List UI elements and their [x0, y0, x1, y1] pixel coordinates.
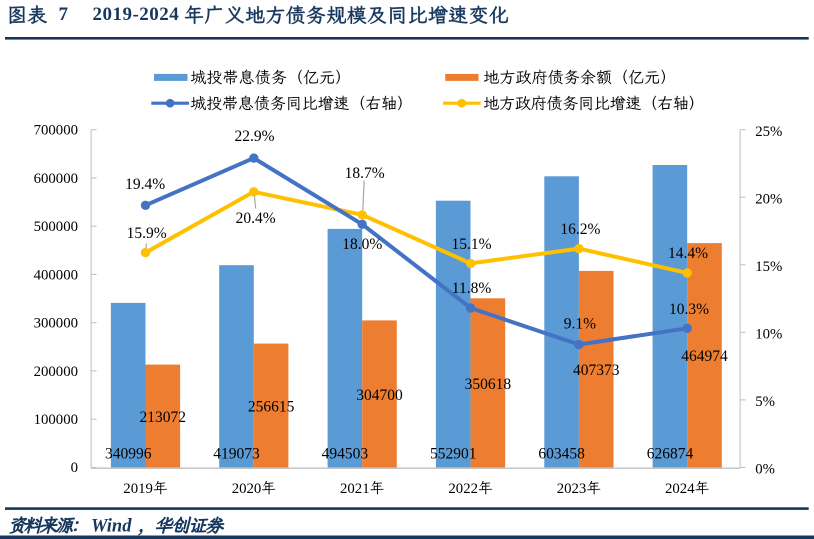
svg-text:22.9%: 22.9%: [234, 128, 274, 145]
svg-text:5%: 5%: [755, 394, 775, 410]
svg-text:10%: 10%: [755, 327, 782, 343]
svg-text:603458: 603458: [538, 446, 585, 463]
svg-text:20%: 20%: [755, 192, 782, 208]
svg-text:213072: 213072: [140, 409, 187, 426]
svg-text:14.4%: 14.4%: [668, 245, 708, 262]
svg-text:2024: 2024: [665, 481, 695, 497]
svg-text:16.2%: 16.2%: [560, 221, 600, 238]
svg-text:19.4%: 19.4%: [125, 176, 165, 193]
svg-text:2019-2024: 2019-2024: [93, 4, 180, 25]
svg-text:340996: 340996: [105, 446, 152, 463]
svg-text:15.1%: 15.1%: [451, 236, 491, 253]
svg-text:200000: 200000: [34, 364, 78, 380]
svg-text:25%: 25%: [755, 124, 782, 140]
svg-text:Wind: Wind: [91, 517, 132, 537]
svg-text:494503: 494503: [322, 446, 369, 463]
svg-text:15%: 15%: [755, 259, 782, 275]
svg-text:304700: 304700: [356, 387, 403, 404]
svg-text:407373: 407373: [573, 362, 620, 379]
svg-text:500000: 500000: [34, 219, 78, 235]
svg-text:2021: 2021: [340, 481, 370, 497]
svg-text:20.4%: 20.4%: [236, 210, 276, 227]
svg-text:2022: 2022: [448, 481, 478, 497]
svg-text:100000: 100000: [34, 412, 78, 428]
svg-text:11.8%: 11.8%: [452, 280, 492, 297]
svg-text:2020: 2020: [232, 481, 262, 497]
svg-text:15.9%: 15.9%: [127, 225, 167, 242]
svg-text:18.7%: 18.7%: [345, 165, 385, 182]
svg-text:2023: 2023: [557, 481, 587, 497]
svg-text:552901: 552901: [430, 446, 477, 463]
svg-text:0: 0: [71, 460, 78, 476]
svg-text:626874: 626874: [647, 446, 694, 463]
svg-text:400000: 400000: [34, 267, 78, 283]
svg-text:300000: 300000: [34, 316, 78, 332]
svg-text:18.0%: 18.0%: [342, 236, 382, 253]
svg-text:9.1%: 9.1%: [564, 316, 596, 333]
svg-text:0%: 0%: [755, 462, 775, 478]
svg-text:2019: 2019: [123, 481, 153, 497]
svg-text:7: 7: [59, 4, 69, 25]
svg-text:700000: 700000: [34, 123, 78, 139]
svg-text:464974: 464974: [681, 348, 728, 365]
svg-text:10.3%: 10.3%: [669, 301, 709, 318]
svg-text:350618: 350618: [465, 376, 512, 393]
svg-text:256615: 256615: [248, 399, 295, 416]
svg-text:419073: 419073: [213, 446, 260, 463]
svg-text:600000: 600000: [34, 171, 78, 187]
